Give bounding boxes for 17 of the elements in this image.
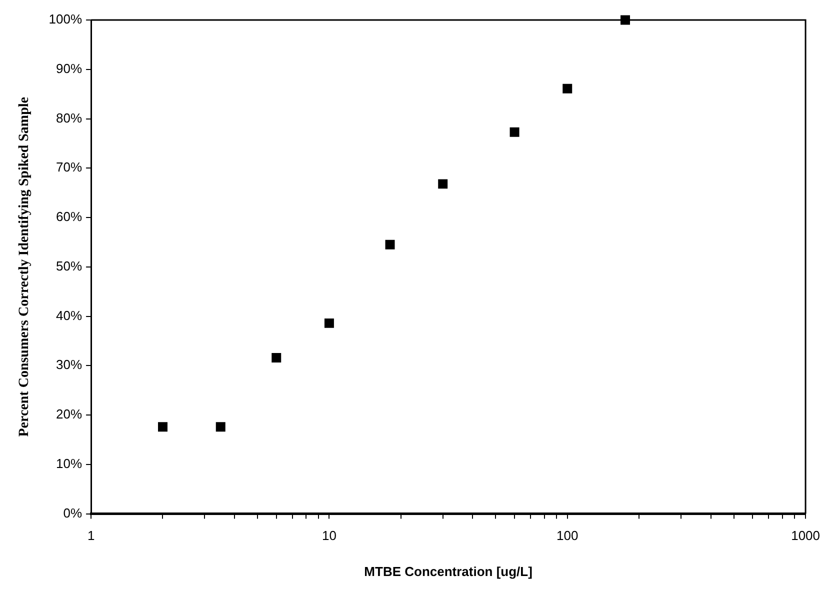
- y-tick-label: 40%: [56, 308, 82, 323]
- y-tick-label: 10%: [56, 456, 82, 471]
- y-tick-label: 0%: [63, 505, 82, 520]
- y-tick-label: 70%: [56, 160, 82, 175]
- x-tick-label: 1000: [791, 528, 820, 544]
- y-tick-label: 100%: [48, 12, 82, 27]
- y-tick-label: 20%: [56, 406, 82, 422]
- x-tick-label: 10: [322, 528, 336, 544]
- y-tick-label: 80%: [56, 110, 82, 126]
- y-tick-label: 60%: [56, 209, 82, 224]
- y-tick-label: 30%: [56, 357, 82, 372]
- y-tick-label: 50%: [56, 258, 82, 274]
- x-axis-title: MTBE Concentration [ug/L]: [364, 564, 532, 579]
- y-tick-label: 90%: [56, 60, 82, 76]
- y-axis-title: Percent Consumers Correctly Identifying Spiked Sample: [17, 97, 32, 437]
- x-tick-label: 1: [87, 528, 95, 544]
- x-tick-label: 100: [556, 528, 578, 544]
